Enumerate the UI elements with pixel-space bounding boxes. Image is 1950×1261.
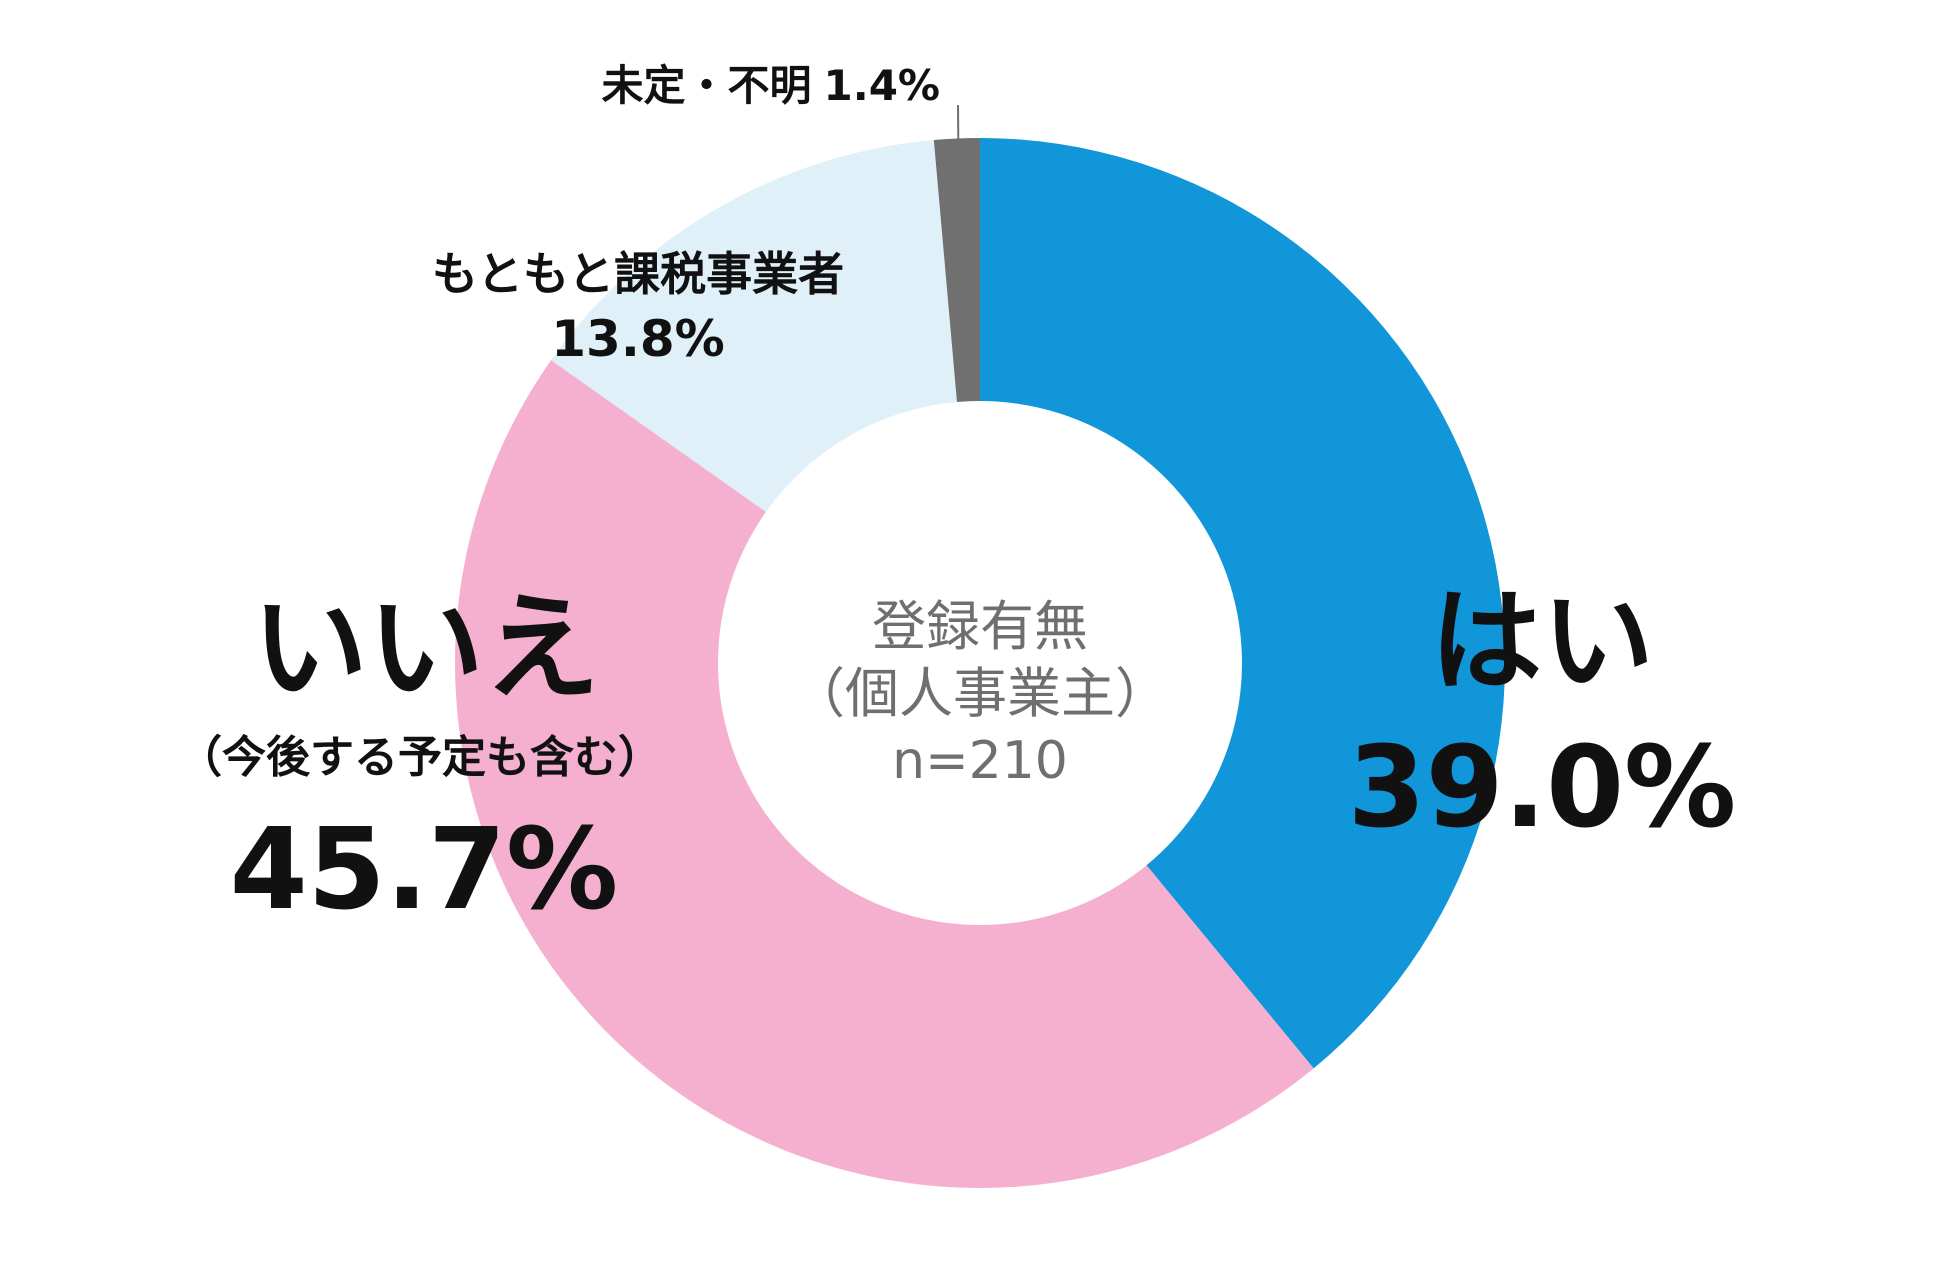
donut-slices [455, 138, 1505, 1189]
slice-label-unknown-name: 未定・不明 [602, 61, 812, 110]
donut-slice-originally-taxable [551, 140, 957, 512]
donut-slice-unknown [933, 138, 980, 403]
center-label-sample-size: n=210 [892, 731, 1068, 791]
slice-value-unknown: 1.4% [824, 61, 940, 110]
slice-label-originally-taxable: もともと課税事業者 [432, 247, 844, 301]
donut-slice-no [455, 360, 1314, 1189]
unknown-callout-line [957, 104, 960, 179]
slice-value-yes: 39.0% [1348, 723, 1737, 853]
slice-label-no: いいえ [252, 581, 600, 716]
slice-label-yes: はい [1430, 577, 1654, 707]
slice-note-no: （今後する予定も含む） [178, 732, 662, 783]
donut-slice-yes [980, 138, 1505, 1069]
center-label-title: 登録有無 [872, 595, 1088, 658]
slice-value-no: 45.7% [230, 805, 619, 935]
slice-value-originally-taxable: 13.8% [551, 310, 724, 368]
center-label-subtitle: （個人事業主） [791, 662, 1169, 725]
slice-label-unknown: 未定・不明 1.4% [602, 61, 941, 110]
